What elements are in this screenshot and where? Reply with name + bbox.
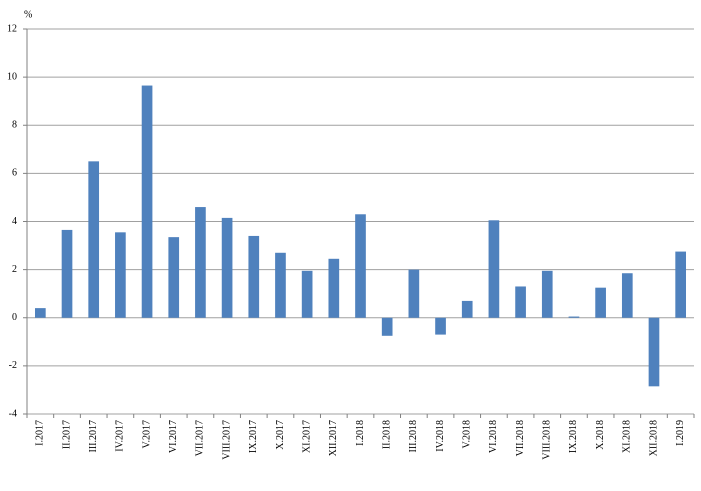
bar xyxy=(541,270,553,318)
bar xyxy=(168,237,180,318)
bar xyxy=(675,251,686,318)
x-tick-label: VIII.2017 xyxy=(221,420,232,460)
bar xyxy=(248,235,260,318)
x-tick-label: XII.2018 xyxy=(648,420,659,456)
y-tick-label: -2 xyxy=(9,360,17,371)
bar xyxy=(408,269,420,318)
x-tick-label: X.2017 xyxy=(275,420,286,450)
bar xyxy=(195,207,206,318)
bar xyxy=(621,273,633,318)
x-tick-label: XI.2018 xyxy=(622,420,633,453)
bar xyxy=(61,229,73,318)
x-tick-label: VIII.2018 xyxy=(542,420,553,460)
x-tick-label: I.2018 xyxy=(355,420,366,446)
bar xyxy=(648,317,660,387)
x-tick-label: VI.2018 xyxy=(488,420,499,453)
bar xyxy=(275,252,286,318)
x-tick-label: XII.2017 xyxy=(328,420,339,456)
x-tick-label: VII.2017 xyxy=(195,420,206,456)
y-tick-label: 6 xyxy=(12,168,17,179)
x-tick-label: VII.2018 xyxy=(515,420,526,456)
bar xyxy=(301,270,313,318)
y-tick-label: 4 xyxy=(12,216,17,227)
bar xyxy=(381,317,393,336)
bar xyxy=(435,317,446,335)
x-tick-label: IV.2018 xyxy=(435,420,446,452)
bar xyxy=(115,232,126,318)
y-tick-label: 2 xyxy=(12,264,17,275)
x-tick-label: I.2017 xyxy=(35,420,46,446)
bar xyxy=(221,217,233,318)
y-tick-label: -4 xyxy=(9,408,17,419)
y-tick-label: 10 xyxy=(7,71,17,82)
x-tick-label: IV.2017 xyxy=(115,420,126,452)
x-tick-label: V.2017 xyxy=(141,420,152,448)
x-tick-label: V.2018 xyxy=(462,420,473,448)
bar xyxy=(488,220,500,318)
x-tick-label: IX.2018 xyxy=(568,420,579,453)
x-tick-label: XI.2017 xyxy=(301,420,312,453)
x-tick-label: VI.2017 xyxy=(168,420,179,453)
x-tick-label: II.2017 xyxy=(61,420,72,449)
x-tick-label: IX.2017 xyxy=(248,420,259,453)
y-tick-label: 8 xyxy=(12,120,17,131)
y-tick-label: 12 xyxy=(7,23,17,34)
x-tick-label: II.2018 xyxy=(381,420,392,449)
y-axis-label: % xyxy=(24,9,32,20)
bar xyxy=(141,85,153,318)
bar xyxy=(461,300,473,318)
y-tick-label: 0 xyxy=(12,312,17,323)
bar xyxy=(88,161,100,318)
bar xyxy=(595,287,606,318)
x-tick-label: X.2018 xyxy=(595,420,606,450)
bar xyxy=(328,258,340,318)
bar xyxy=(355,214,366,318)
bar xyxy=(568,316,580,318)
x-tick-label: I.2019 xyxy=(675,420,686,446)
x-tick-label: III.2017 xyxy=(88,420,99,453)
bar xyxy=(35,308,46,318)
x-tick-label: III.2018 xyxy=(408,420,419,453)
bar xyxy=(515,286,526,318)
